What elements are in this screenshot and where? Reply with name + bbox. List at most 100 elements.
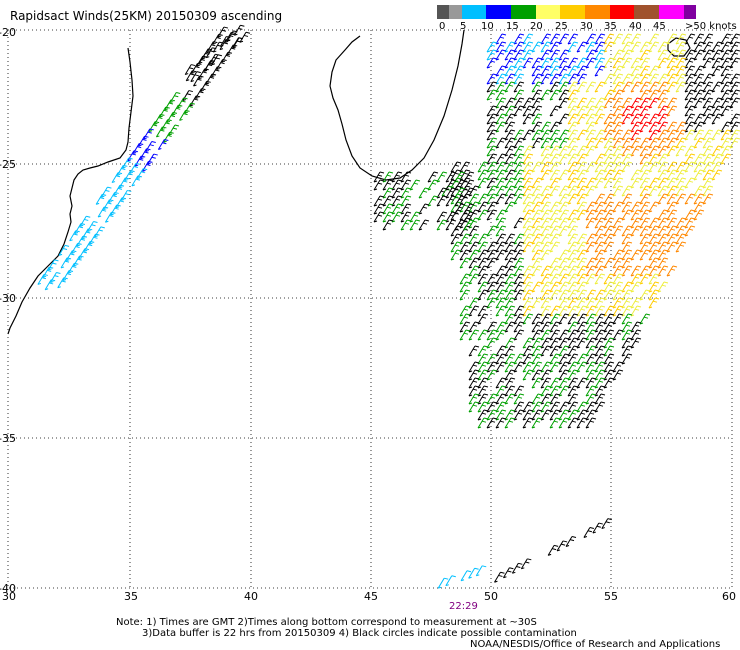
wind-barb (621, 193, 633, 205)
wind-barb (558, 361, 570, 373)
wind-barb (702, 137, 714, 149)
wind-barb (513, 273, 525, 285)
wind-barb (565, 535, 577, 547)
wind-barb (549, 417, 561, 429)
wind-barb (657, 209, 669, 221)
wind-barb (454, 203, 466, 215)
wind-barb (666, 161, 678, 173)
wind-barb (639, 249, 651, 261)
wind-barb (104, 211, 116, 223)
wind-barb (531, 225, 543, 237)
wind-barb (549, 377, 561, 389)
wind-barb (495, 65, 507, 77)
wind-barb (504, 369, 516, 381)
wind-barb (110, 204, 121, 216)
wind-barb (675, 129, 687, 141)
wind-barb (549, 201, 561, 213)
legend-swatch-7 (585, 5, 610, 19)
wind-barb (549, 393, 561, 405)
wind-barb (648, 97, 660, 109)
wind-barb (504, 337, 516, 349)
wind-barb (639, 201, 651, 213)
wind-barb (504, 417, 516, 429)
wind-barb (513, 281, 525, 293)
wind-barb (621, 313, 633, 325)
wind-barb (684, 121, 696, 133)
wind-barb (684, 89, 696, 101)
wind-barb (531, 97, 543, 109)
wind-barb (540, 265, 552, 277)
wind-barb (630, 329, 642, 341)
wind-barb (603, 177, 615, 189)
wind-barb (729, 89, 740, 101)
wind-barb (549, 353, 561, 365)
wind-barb (612, 153, 624, 165)
wind-barb (522, 193, 534, 205)
wind-barb (115, 197, 127, 209)
wind-barb (540, 361, 552, 373)
wind-barb (666, 145, 678, 157)
wind-barb (567, 233, 579, 245)
wind-barb (468, 321, 480, 333)
wind-barb (603, 305, 615, 317)
wind-barb (576, 249, 588, 261)
wind-barb (612, 33, 624, 45)
wind-barb (585, 393, 597, 405)
wind-barb (540, 409, 552, 421)
wind-barb (567, 297, 579, 309)
wind-barb (675, 57, 687, 69)
wind-barb (427, 195, 439, 207)
wind-barb (216, 58, 227, 70)
wind-barb (391, 171, 403, 183)
wind-barb (603, 73, 615, 85)
wind-barb (153, 113, 165, 125)
wind-barb (603, 257, 615, 269)
wind-barb (400, 195, 412, 207)
wind-barb (702, 145, 714, 157)
wind-barb (657, 105, 669, 117)
wind-barb (639, 153, 651, 165)
wind-barb (558, 209, 570, 221)
wind-barb (205, 47, 217, 59)
wind-barb (540, 169, 552, 181)
lon-label-60: 60 (722, 590, 736, 603)
wind-barb (418, 187, 430, 199)
wind-barb (391, 195, 403, 207)
wind-barb (729, 97, 740, 109)
wind-barb (495, 185, 507, 197)
wind-barb (684, 129, 696, 141)
wind-barb (693, 169, 705, 181)
wind-barb (513, 241, 525, 253)
wind-barb (702, 97, 714, 109)
wind-barb (684, 193, 696, 205)
wind-barb (463, 187, 475, 199)
wind-barb (567, 289, 579, 301)
wind-barb (495, 305, 507, 317)
wind-barb (143, 128, 154, 140)
wind-barb (477, 281, 489, 293)
wind-barb (513, 217, 525, 229)
wind-barb (729, 73, 740, 85)
wind-barb (612, 81, 624, 93)
wind-barb (567, 345, 579, 357)
wind-barb (594, 193, 606, 205)
wind-barb (513, 193, 525, 205)
wind-barb (621, 137, 633, 149)
legend-tick-3: 15 (506, 21, 519, 32)
wind-barb (621, 233, 633, 245)
wind-barb (621, 41, 633, 53)
wind-barb (195, 88, 206, 100)
wind-barb (168, 124, 180, 136)
wind-barb (592, 522, 603, 534)
wind-barb (454, 195, 466, 207)
wind-barb (630, 321, 642, 333)
wind-barb (657, 73, 669, 85)
wind-barb (657, 241, 669, 253)
wind-barb (585, 369, 597, 381)
wind-barb (567, 137, 579, 149)
wind-barb (657, 185, 669, 197)
wind-barb (504, 177, 516, 189)
wind-barb (513, 153, 525, 165)
wind-barb (711, 57, 723, 69)
wind-barb (639, 145, 651, 157)
